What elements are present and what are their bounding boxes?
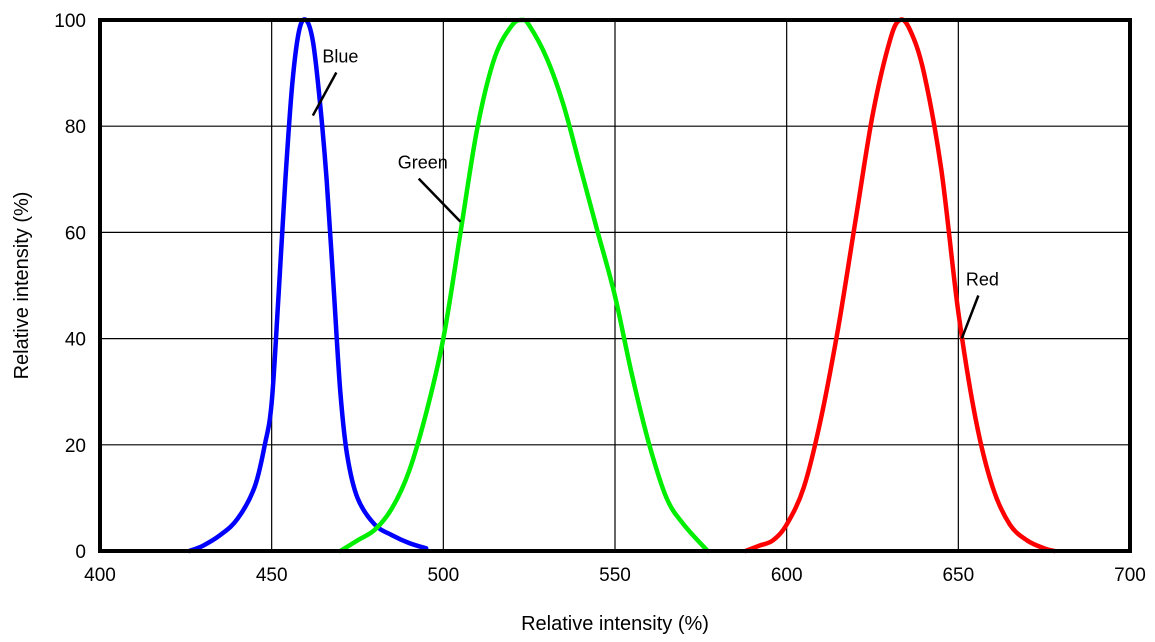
y-tick-label: 40 bbox=[65, 330, 86, 351]
annotation-leader-green bbox=[417, 177, 462, 223]
y-tick-label: 100 bbox=[54, 11, 86, 32]
y-tick-label: 0 bbox=[75, 542, 86, 563]
annotation-label-blue: Blue bbox=[322, 46, 358, 66]
x-tick-label: 550 bbox=[599, 565, 631, 586]
y-tick-label: 60 bbox=[65, 223, 86, 244]
series-line-green bbox=[338, 17, 710, 554]
series-annotations: Blue Green Red bbox=[311, 46, 999, 340]
series-line-blue bbox=[187, 17, 429, 554]
x-tick-label: 600 bbox=[771, 565, 803, 586]
y-tick-label: 20 bbox=[65, 436, 86, 457]
x-axis-title: Relative intensity (%) bbox=[521, 613, 709, 635]
y-axis-title: Relative intensity (%) bbox=[11, 192, 33, 380]
series-lines bbox=[187, 17, 1057, 554]
grid bbox=[100, 20, 1130, 551]
annotation-leader-red bbox=[960, 295, 980, 340]
x-tick-label: 450 bbox=[256, 565, 288, 586]
x-tick-label: 650 bbox=[942, 565, 974, 586]
annotation-label-red: Red bbox=[966, 270, 999, 290]
annotation-label-green: Green bbox=[398, 153, 448, 173]
x-tick-label: 500 bbox=[427, 565, 459, 586]
x-tick-label: 400 bbox=[84, 565, 116, 586]
y-tick-label: 80 bbox=[65, 117, 86, 138]
plot-frame bbox=[98, 18, 1132, 553]
tick-labels: 400 450 500 550 600 650 700 0 20 40 60 80 100 bbox=[54, 11, 1146, 586]
annotation-leader-blue bbox=[311, 71, 338, 117]
x-tick-label: 700 bbox=[1114, 565, 1146, 586]
series-line-red bbox=[743, 17, 1057, 554]
